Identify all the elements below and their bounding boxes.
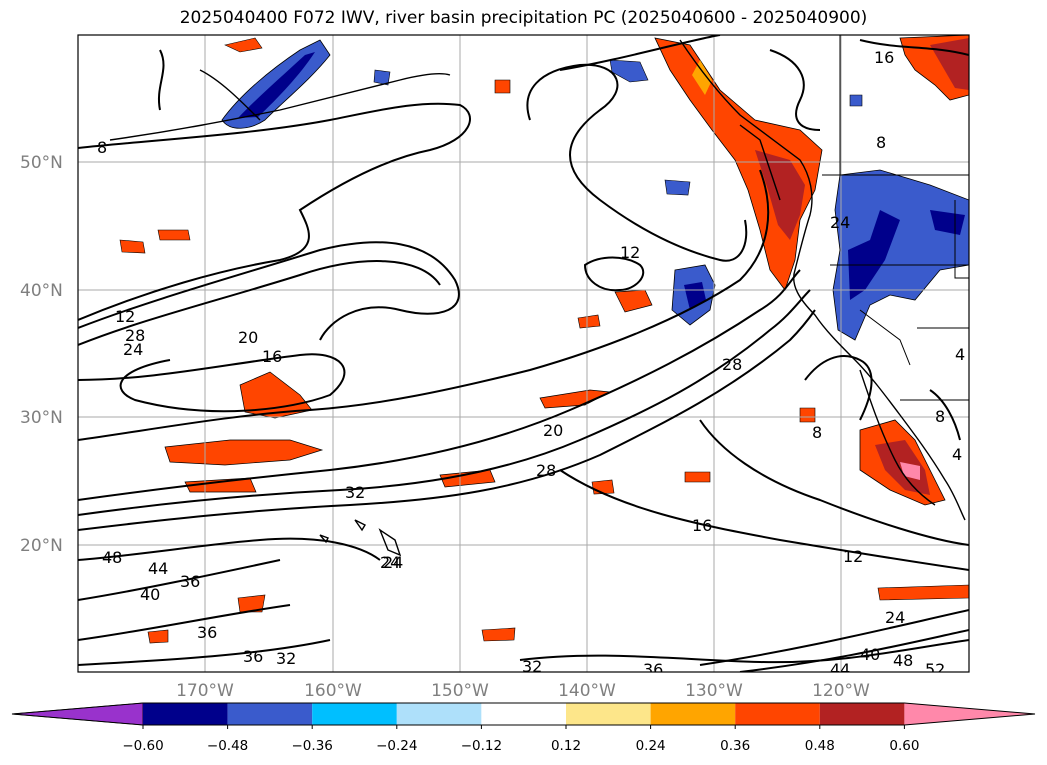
lat-label: 30°N <box>20 408 63 428</box>
contour-label: 28 <box>536 461 556 480</box>
contour-label: 52 <box>925 660 945 679</box>
contour-label: 12 <box>843 547 863 566</box>
lon-label: 140°W <box>558 681 616 701</box>
colorbar-tick-label: 0.36 <box>720 738 750 754</box>
colorbar-extend-min <box>11 702 144 726</box>
colorbar-tick-label: −0.12 <box>461 738 502 754</box>
contour-label: 16 <box>692 516 712 535</box>
colorbar-tick-label: −0.60 <box>122 738 163 754</box>
borders <box>822 35 969 401</box>
contour-label: 20 <box>543 421 563 440</box>
lat-label: 40°N <box>20 281 63 301</box>
colorbar-segment <box>312 703 397 725</box>
contour-label: 32 <box>345 483 365 502</box>
contour-label: 36 <box>243 647 263 666</box>
contour-label: 8 <box>97 138 107 157</box>
contour-label: 24 <box>830 213 850 232</box>
contour-label: 36 <box>197 623 217 642</box>
gridlines <box>78 35 969 672</box>
contour-label: 4 <box>955 345 965 364</box>
longitude-labels: 170°W 160°W 150°W 140°W 130°W 120°W <box>176 681 870 701</box>
lon-label: 120°W <box>812 681 870 701</box>
contour-label: 12 <box>620 243 640 262</box>
contour-label: 24 <box>885 608 905 627</box>
colorbar-segment <box>227 703 313 725</box>
colorbar-segment <box>481 703 566 725</box>
contour-label: 28 <box>722 355 742 374</box>
colorbar-segment <box>396 703 482 725</box>
colorbar-segment <box>819 703 905 725</box>
lat-label: 50°N <box>20 153 63 173</box>
colorbar-segment <box>735 703 820 725</box>
map-plot-area: 8 16 12 12 28 24 20 16 20 28 28 32 24 48… <box>78 35 969 679</box>
contour-label: 16 <box>262 347 282 366</box>
contour-label: 28 <box>125 326 145 345</box>
coastlines <box>109 39 966 557</box>
contour-label: 8 <box>812 423 822 442</box>
contour-label: 48 <box>102 548 122 567</box>
colorbar-tick-label: 0.48 <box>805 738 835 754</box>
colorbar-tick-label: −0.36 <box>292 738 333 754</box>
contour-label: 24 <box>380 553 400 572</box>
contour-label: 24 <box>123 340 143 359</box>
lon-label: 170°W <box>176 681 234 701</box>
lon-label: 160°W <box>304 681 362 701</box>
contour-label: 36 <box>180 572 200 591</box>
contour-label: 12 <box>115 307 135 326</box>
colorbar-tick-label: −0.48 <box>207 738 248 754</box>
colorbar: −0.60 −0.48 −0.36 −0.24 −0.12 0.12 0.24 … <box>11 702 1036 754</box>
contour-label: 44 <box>148 559 168 578</box>
contour-label: 16 <box>874 48 894 67</box>
iwv-contours <box>78 35 969 672</box>
colorbar-segment <box>650 703 736 725</box>
colorbar-extend-max <box>904 703 1035 725</box>
lon-label: 150°W <box>431 681 489 701</box>
colorbar-tick-label: 0.12 <box>551 738 581 754</box>
contour-label: 32 <box>522 657 542 676</box>
contour-label: 32 <box>276 649 296 668</box>
colorbar-tick-label: 0.60 <box>889 738 919 754</box>
map-title: 2025040400 F072 IWV, river basin precipi… <box>179 8 868 28</box>
colorbar-tick-label: −0.24 <box>376 738 417 754</box>
contour-label-group: 8 16 12 12 28 24 20 16 20 28 28 32 24 48… <box>97 48 965 679</box>
colorbar-tick-label: 0.24 <box>636 738 666 754</box>
latitude-labels: 50°N 40°N 30°N 20°N <box>20 153 63 556</box>
lat-label: 20°N <box>20 536 63 556</box>
precip-shading <box>119 35 969 644</box>
contour-label: 8 <box>935 407 945 426</box>
plot-frame <box>77 34 970 673</box>
contour-label: 8 <box>876 133 886 152</box>
colorbar-segment <box>143 703 228 725</box>
contour-label: 40 <box>860 645 880 664</box>
colorbar-segment <box>566 703 651 725</box>
contour-label: 24 <box>383 553 403 572</box>
contour-label: 40 <box>140 585 160 604</box>
contour-label: 44 <box>830 660 850 679</box>
contour-label: 36 <box>643 660 663 679</box>
contour-label: 20 <box>238 328 258 347</box>
lon-label: 130°W <box>685 681 743 701</box>
contour-label: 48 <box>893 651 913 670</box>
contour-label: 4 <box>952 445 962 464</box>
